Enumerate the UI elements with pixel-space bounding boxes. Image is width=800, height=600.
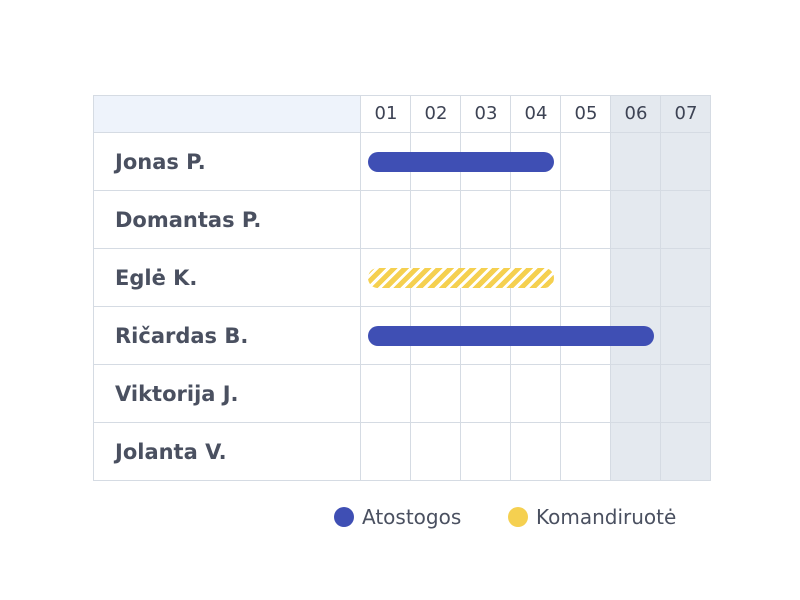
day-cell[interactable]	[661, 365, 711, 423]
day-cell[interactable]	[461, 423, 511, 481]
day-cell[interactable]	[511, 133, 561, 191]
person-row[interactable]	[93, 133, 361, 191]
person-name: Viktorija J.	[115, 382, 239, 406]
vacation-dot-icon	[334, 507, 354, 527]
person-name: Domantas P.	[115, 208, 262, 232]
day-cell[interactable]	[561, 133, 611, 191]
day-cell[interactable]	[461, 191, 511, 249]
day-cell[interactable]	[561, 423, 611, 481]
person-row[interactable]	[93, 365, 361, 423]
day-cell[interactable]	[611, 191, 661, 249]
day-cell[interactable]	[561, 365, 611, 423]
person-name: Jonas P.	[115, 150, 206, 174]
day-header-cell	[561, 95, 611, 133]
day-cell[interactable]	[461, 365, 511, 423]
day-cell[interactable]	[611, 423, 661, 481]
person-name: Eglė K.	[115, 266, 198, 290]
day-cell[interactable]	[561, 191, 611, 249]
person-row[interactable]	[93, 191, 361, 249]
day-header-cell	[511, 95, 561, 133]
day-cell[interactable]	[511, 423, 561, 481]
day-header-cell	[461, 95, 511, 133]
day-cell[interactable]	[511, 249, 561, 307]
trip-dot-icon	[508, 507, 528, 527]
day-cell[interactable]	[611, 133, 661, 191]
day-label: 06	[624, 103, 648, 124]
day-cell[interactable]	[411, 365, 461, 423]
day-cell[interactable]	[361, 423, 411, 481]
day-label: 07	[674, 103, 698, 124]
day-label: 05	[574, 103, 598, 124]
day-cell[interactable]	[661, 133, 711, 191]
day-header-cell	[361, 95, 411, 133]
day-cell[interactable]	[561, 249, 611, 307]
day-cell[interactable]	[411, 191, 461, 249]
day-header-cell	[611, 95, 661, 133]
legend-trip-label: Komandiruotė	[536, 505, 677, 529]
legend-vacation-label: Atostogos	[362, 505, 462, 529]
day-cell[interactable]	[611, 365, 661, 423]
day-cell[interactable]	[511, 191, 561, 249]
trip-bar[interactable]	[368, 268, 554, 288]
person-name: Jolanta V.	[115, 440, 227, 464]
day-cell[interactable]	[611, 249, 661, 307]
person-name: Ričardas B.	[115, 324, 249, 348]
day-cell[interactable]	[411, 423, 461, 481]
day-header-cell	[411, 95, 461, 133]
person-row[interactable]	[93, 307, 361, 365]
legend-vacation: Atostogos	[334, 502, 461, 532]
day-label: 01	[374, 103, 398, 124]
header-corner-cell	[93, 95, 361, 133]
day-cell[interactable]	[361, 365, 411, 423]
person-row[interactable]	[93, 249, 361, 307]
day-label: 03	[474, 103, 498, 124]
day-label: 02	[424, 103, 448, 124]
vacation-bar[interactable]	[368, 152, 554, 172]
day-cell[interactable]	[361, 191, 411, 249]
vacation-bar[interactable]	[368, 326, 654, 346]
day-cell[interactable]	[661, 307, 711, 365]
day-cell[interactable]	[661, 423, 711, 481]
day-cell[interactable]	[511, 365, 561, 423]
day-cell[interactable]	[661, 249, 711, 307]
day-header-cell	[661, 95, 711, 133]
legend-trip: Komandiruotė	[508, 502, 676, 532]
day-label: 04	[524, 103, 548, 124]
day-cell[interactable]	[661, 191, 711, 249]
